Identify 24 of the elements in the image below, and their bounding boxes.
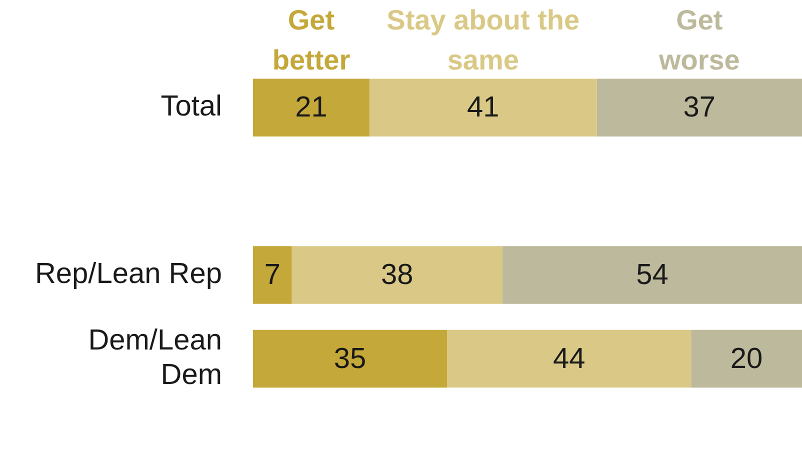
y-tick-label: Total [160, 90, 222, 123]
data-label: 20 [730, 342, 763, 375]
bar [253, 246, 292, 304]
data-label: 54 [636, 259, 668, 292]
bar [253, 330, 448, 388]
bar [369, 78, 597, 137]
data-label: 41 [467, 92, 500, 124]
data-label: 21 [295, 92, 328, 124]
bar [691, 330, 802, 388]
series-label: Get worse [658, 4, 740, 76]
bar [253, 78, 370, 137]
y-tick-label: Rep/Lean Rep [34, 258, 222, 290]
bar [502, 246, 802, 304]
data-label: 38 [381, 259, 414, 292]
series-label: Stay about the same [386, 4, 580, 76]
data-label: 37 [683, 92, 716, 124]
data-label: 7 [264, 259, 280, 292]
data-label: 35 [334, 342, 366, 375]
data-label: 44 [552, 342, 586, 375]
series-label: Get better [272, 4, 350, 76]
bar [292, 246, 503, 304]
y-tick-label: Dem/Lean Dem [88, 324, 222, 392]
bar [447, 330, 692, 388]
bar [596, 78, 802, 137]
